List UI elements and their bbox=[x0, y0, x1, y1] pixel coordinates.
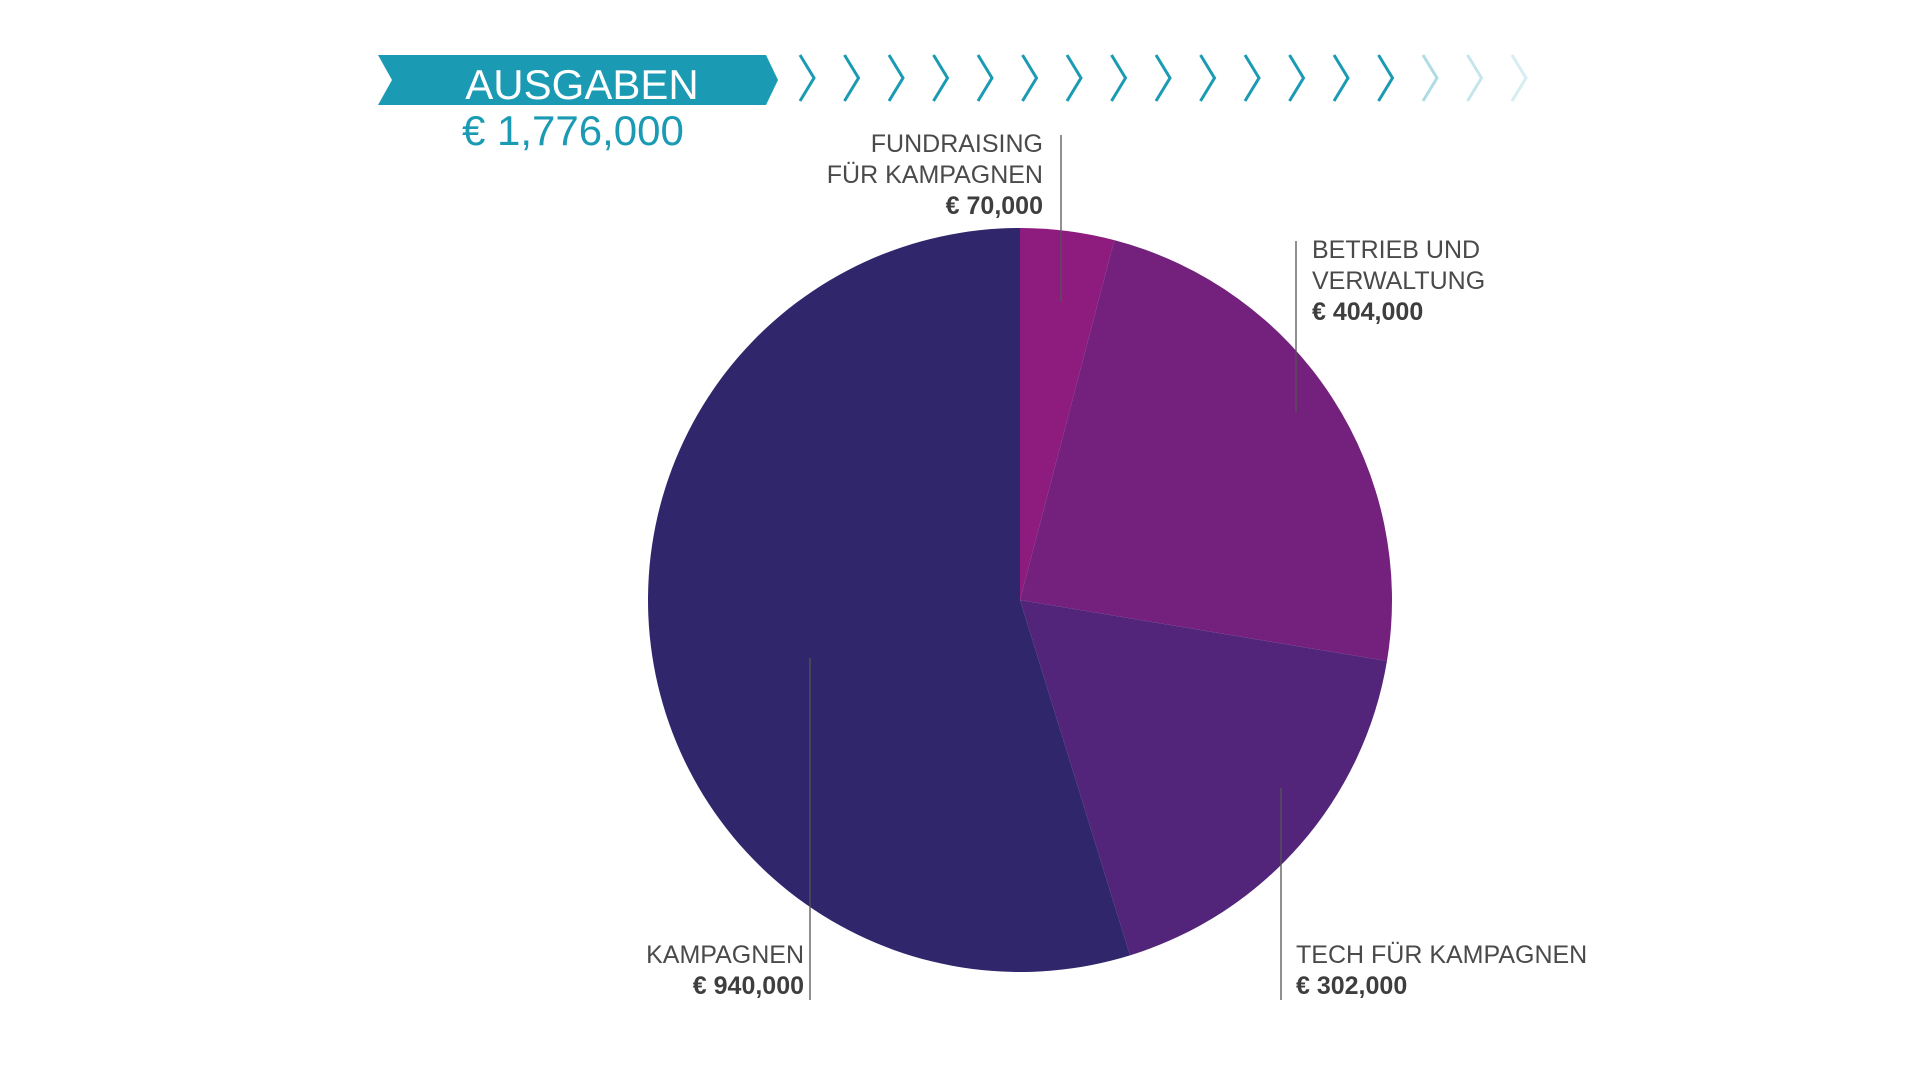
chevron-icon bbox=[1421, 54, 1439, 102]
chevron-arrows bbox=[798, 54, 1528, 102]
chevron-icon bbox=[976, 54, 994, 102]
chevron-icon bbox=[798, 54, 816, 102]
pie-slice-kampagnen bbox=[648, 228, 1131, 972]
banner-ribbon bbox=[378, 55, 778, 105]
pie-slice-betrieb-verwaltung bbox=[1020, 240, 1392, 662]
slice-label-kampagnen: KAMPAGNEN bbox=[646, 941, 804, 969]
chevron-icon bbox=[1243, 54, 1261, 102]
pie-slice-fundraising bbox=[1020, 228, 1115, 600]
slice-labels: FUNDRAISING FÜR KAMPAGNEN € 70,000 BETRIEB … bbox=[646, 130, 1587, 1000]
pie-slice-tech bbox=[1020, 600, 1387, 956]
chevron-icon bbox=[843, 54, 861, 102]
chevron-icon bbox=[1065, 54, 1083, 102]
chevron-icon bbox=[1288, 54, 1306, 102]
slice-label-tech: TECH FÜR KAMPAGNEN bbox=[1296, 941, 1587, 969]
slice-label-betrieb-verwaltung: BETRIEB UND bbox=[1312, 236, 1480, 264]
chevron-icon bbox=[1110, 54, 1128, 102]
chevron-icon bbox=[1466, 54, 1484, 102]
chart-total: € 1,776,000 bbox=[462, 107, 684, 154]
chevron-icon bbox=[887, 54, 905, 102]
chevron-icon bbox=[1510, 54, 1528, 102]
chevron-icon bbox=[1377, 54, 1395, 102]
chart-title: AUSGABEN bbox=[465, 61, 698, 108]
slice-label-fundraising: FUNDRAISING bbox=[871, 130, 1043, 158]
slice-value-betrieb-verwaltung: € 404,000 bbox=[1312, 298, 1423, 326]
pie-slices bbox=[648, 228, 1392, 972]
slice-value-kampagnen: € 940,000 bbox=[693, 972, 804, 1000]
slice-label-betrieb-verwaltung: VERWALTUNG bbox=[1312, 267, 1485, 295]
chevron-icon bbox=[1199, 54, 1217, 102]
slice-label-fundraising: FÜR KAMPAGNEN bbox=[827, 161, 1043, 189]
chevron-icon bbox=[932, 54, 950, 102]
slice-value-fundraising: € 70,000 bbox=[946, 192, 1043, 220]
chevron-icon bbox=[1154, 54, 1172, 102]
chevron-icon bbox=[1332, 54, 1350, 102]
chevron-icon bbox=[1021, 54, 1039, 102]
slice-value-tech: € 302,000 bbox=[1296, 972, 1407, 1000]
